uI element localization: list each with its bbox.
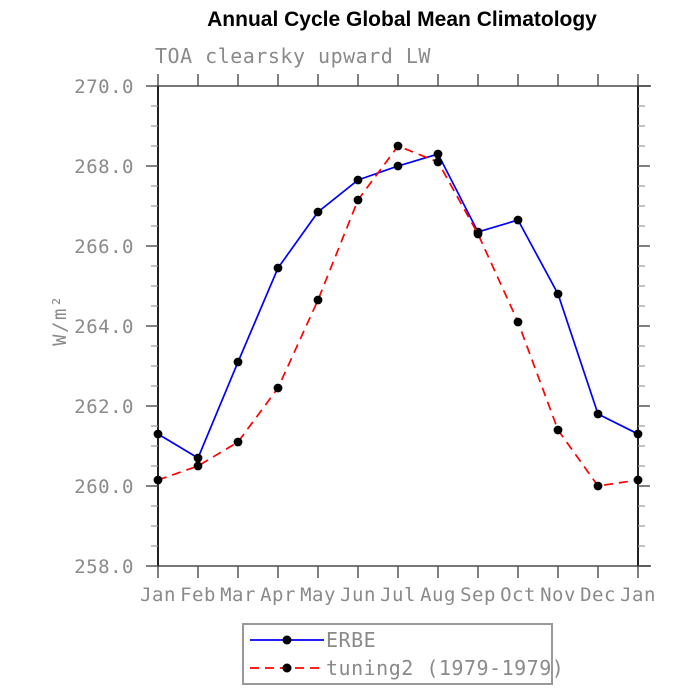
chart-title: Annual Cycle Global Mean Climatology (207, 8, 597, 31)
data-point-marker (193, 453, 203, 463)
legend-label-erbe: ERBE (326, 627, 377, 652)
data-point-marker (233, 357, 243, 367)
y-tick-label: 264.0 (74, 316, 134, 338)
data-point-marker (513, 215, 523, 225)
x-tick-label: Sep (460, 584, 496, 606)
tuning2-line-swatch (250, 663, 324, 673)
data-point-marker (553, 425, 563, 435)
data-point-marker (233, 437, 243, 447)
legend-box: ERBE tuning2 (1979-1979) (242, 623, 564, 685)
series-line-erbe (157, 152, 639, 460)
data-point-marker (353, 175, 363, 185)
data-point-marker (633, 475, 643, 485)
x-tick-label: Jan (620, 584, 656, 606)
data-point-marker (553, 289, 563, 299)
x-tick-label: Mar (220, 584, 256, 606)
y-tick-label: 258.0 (74, 556, 134, 578)
data-point-marker (313, 295, 323, 305)
x-tick-label: Feb (180, 584, 216, 606)
y-tick-label: 268.0 (74, 156, 134, 178)
data-point-marker (593, 481, 603, 491)
y-tick-label: 270.0 (74, 76, 134, 98)
data-point-marker (313, 207, 323, 217)
data-point-marker (353, 195, 363, 205)
data-point-marker (393, 141, 403, 151)
data-point-marker (273, 383, 283, 393)
data-point-marker (193, 461, 203, 471)
x-tick-label: Jun (340, 584, 376, 606)
x-tick-label: Dec (580, 584, 616, 606)
data-point-marker (433, 149, 443, 159)
x-tick-label: Jan (140, 584, 176, 606)
x-tick-label: Aug (420, 584, 456, 606)
data-point-marker (593, 409, 603, 419)
y-tick-label: 266.0 (74, 236, 134, 258)
x-tick-label: Oct (500, 584, 536, 606)
data-point-marker (513, 317, 523, 327)
y-tick-label: 262.0 (74, 396, 134, 418)
data-point-marker (633, 429, 643, 439)
x-tick-label: Jul (380, 584, 416, 606)
legend-label-tuning2: tuning2 (1979-1979) (326, 656, 565, 681)
x-tick-label: Apr (260, 584, 296, 606)
data-point-marker (153, 429, 163, 439)
x-tick-label: Nov (540, 584, 576, 606)
x-tick-label: May (300, 584, 336, 606)
legend-item-tuning2: tuning2 (1979-1979) (248, 654, 564, 682)
data-point-marker (393, 161, 403, 171)
data-point-marker (153, 475, 163, 485)
data-point-marker (473, 229, 483, 239)
data-point-marker (433, 157, 443, 167)
data-point-marker (273, 263, 283, 273)
chart-subtitle: TOA clearsky upward LW (155, 44, 431, 68)
legend-item-erbe: ERBE (248, 626, 551, 654)
y-tick-label: 260.0 (74, 476, 134, 498)
erbe-line-swatch (250, 635, 324, 645)
